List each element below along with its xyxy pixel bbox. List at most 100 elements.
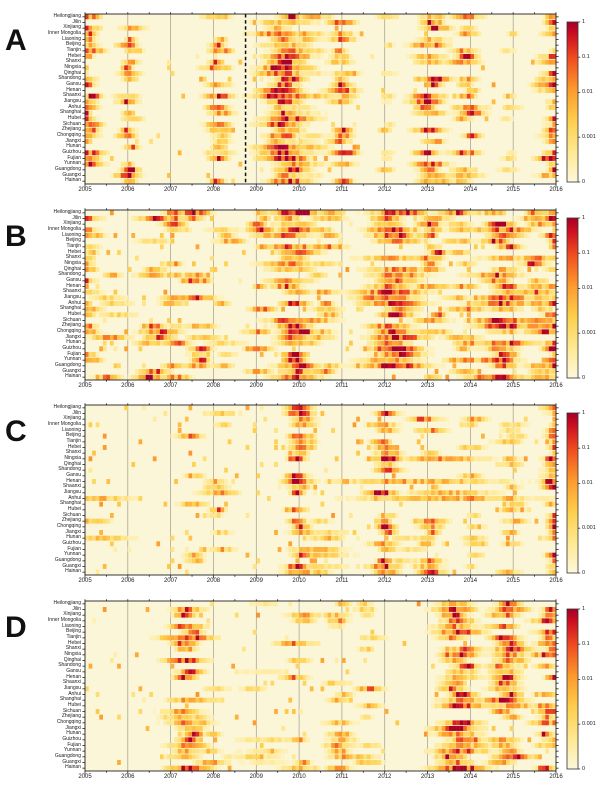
panel-d: D Heilongjiang Jilin Xinjiang Inner Mongoli… xyxy=(0,593,600,789)
y-axis-label: Ningxia xyxy=(64,64,81,71)
y-axis-label: Hubei xyxy=(67,311,81,318)
y-axis-label: Sichuan xyxy=(62,316,81,323)
y-axis-label: Xinjiang xyxy=(63,415,81,422)
y-axis-label: Shanghai xyxy=(59,696,81,703)
y-axis-label: Beijing xyxy=(65,628,81,635)
colorbar-tick-label: 0.1 xyxy=(582,445,590,452)
y-axis-label: Gansu xyxy=(66,277,81,284)
y-axis-label: Anhui xyxy=(68,103,81,110)
colorbar-tick-label: 0.001 xyxy=(582,525,596,532)
y-axis-label: Shanxi xyxy=(65,254,81,261)
y-axis-label: Heilongjiang xyxy=(53,600,81,607)
y-axis-label: Sichuan xyxy=(62,511,81,518)
x-axis-label: 2005 xyxy=(78,383,92,389)
y-axis-label: Heilongjiang xyxy=(53,13,81,20)
y-axis-label: Fujian xyxy=(67,545,81,552)
y-axis-label: Tianjin xyxy=(66,47,81,54)
y-axis-label: Liaoning xyxy=(62,426,81,433)
x-axis-label: 2007 xyxy=(163,187,178,193)
y-axis-label: Jiangxi xyxy=(65,333,81,340)
panel-letter-d: D xyxy=(5,611,27,644)
y-axis-label: Gansu xyxy=(66,668,81,675)
y-axis-label: Henan xyxy=(66,282,81,289)
y-axis-label: Heilongjiang xyxy=(53,404,81,411)
y-axis-label: Yunnan xyxy=(64,551,81,558)
x-axis-label: 2006 xyxy=(121,774,135,780)
x-axis-label: 2016 xyxy=(549,578,563,584)
x-axis-label: 2010 xyxy=(292,383,306,389)
y-axis-label: Beijing xyxy=(65,237,81,244)
y-axis-label: Shanghai xyxy=(59,109,81,116)
y-axis-label: Inner Mongolia xyxy=(47,226,81,233)
x-axis-label: 2006 xyxy=(121,383,135,389)
colorbar-tick-label: 1 xyxy=(582,606,586,612)
panel-letter-c: C xyxy=(5,415,27,448)
colorbar-tick-label: 0 xyxy=(582,570,586,576)
y-axis-label: Jiangsu xyxy=(63,489,81,496)
x-axis-label: 2016 xyxy=(549,187,563,193)
y-axis-label: Hubei xyxy=(67,115,81,122)
colorbar-tick-label: 0 xyxy=(582,375,586,381)
y-axis-label: Hubei xyxy=(67,702,81,709)
y-axis-label: Hunan xyxy=(66,730,81,737)
x-axis-label: 2005 xyxy=(78,774,92,780)
y-axis-label: Zhejiang xyxy=(61,126,81,133)
x-axis-label: 2006 xyxy=(121,187,135,193)
panel-c: C Heilongjiang Jilin Xinjiang Inner Mongoli… xyxy=(0,397,600,593)
x-axis-label: 2014 xyxy=(463,578,478,584)
y-axis-label: Jilin xyxy=(72,605,81,612)
x-axis-label: 2015 xyxy=(506,578,520,584)
y-axis-label: Shaanxi xyxy=(62,92,81,99)
y-axis-label: Guizhou xyxy=(62,149,81,156)
x-axis-label: 2016 xyxy=(549,774,563,780)
y-axis-label: Shandong xyxy=(58,466,81,473)
y-axis-label: Heilongjiang xyxy=(53,209,81,216)
y-axis-label: Tianjin xyxy=(66,243,81,250)
y-axis-label: Guangdong xyxy=(54,362,81,369)
x-axis-label: 2005 xyxy=(78,187,92,193)
colorbar-tick-label: 0.01 xyxy=(582,676,593,683)
x-axis-label: 2013 xyxy=(420,383,435,389)
y-axis-label: Jiangsu xyxy=(63,294,81,301)
colorbar-tick-label: 0 xyxy=(582,766,586,772)
y-axis-label: Zhejiang xyxy=(61,713,81,720)
panel-letter-a: A xyxy=(5,24,27,57)
heatmap-canvas-c xyxy=(0,397,600,589)
y-axis-label: Hubei xyxy=(67,506,81,513)
y-axis-label: Hebei xyxy=(67,52,81,59)
x-axis-label: 2008 xyxy=(206,578,221,584)
x-axis-label: 2008 xyxy=(206,774,221,780)
y-axis-label: Shanxi xyxy=(65,58,81,65)
y-axis-label: Zhejiang xyxy=(61,517,81,524)
y-axis-label: Beijing xyxy=(65,432,81,439)
y-axis-label: Jiangsu xyxy=(63,685,81,692)
y-axis-label: Guizhou xyxy=(62,345,81,352)
x-axis-label: 2010 xyxy=(292,578,306,584)
colorbar-tick-label: 0.1 xyxy=(582,641,590,648)
y-axis-label: Hainan xyxy=(65,373,81,380)
y-axis-label: Gansu xyxy=(66,472,81,479)
y-axis-label: Tianjin xyxy=(66,438,81,445)
y-axis-label: Jilin xyxy=(72,18,81,25)
x-axis-label: 2011 xyxy=(335,578,349,584)
colorbar-tick-label: 0.01 xyxy=(582,285,593,292)
x-axis-label: 2010 xyxy=(292,187,306,193)
colorbar-tick-label: 0.1 xyxy=(582,54,590,61)
x-axis-label: 2012 xyxy=(378,578,392,584)
x-axis-label: 2011 xyxy=(335,774,349,780)
y-axis-label: Hunan xyxy=(66,534,81,541)
x-axis-label: 2014 xyxy=(463,187,478,193)
y-axis-label: Hebei xyxy=(67,639,81,646)
x-axis-label: 2015 xyxy=(506,187,520,193)
colorbar-tick-label: 0.1 xyxy=(582,250,590,257)
x-axis-label: 2005 xyxy=(78,578,92,584)
y-axis-label: Hainan xyxy=(65,568,81,575)
y-axis-label: Qinghai xyxy=(63,265,81,272)
y-axis-label: Jiangxi xyxy=(65,137,81,144)
y-axis-label: Jilin xyxy=(72,214,81,221)
y-axis-label: Hunan xyxy=(66,143,81,150)
y-axis-label: Chongqing xyxy=(56,523,81,530)
x-axis-label: 2015 xyxy=(506,774,520,780)
x-axis-label: 2009 xyxy=(249,578,263,584)
y-axis-label: Guangxi xyxy=(62,171,81,178)
